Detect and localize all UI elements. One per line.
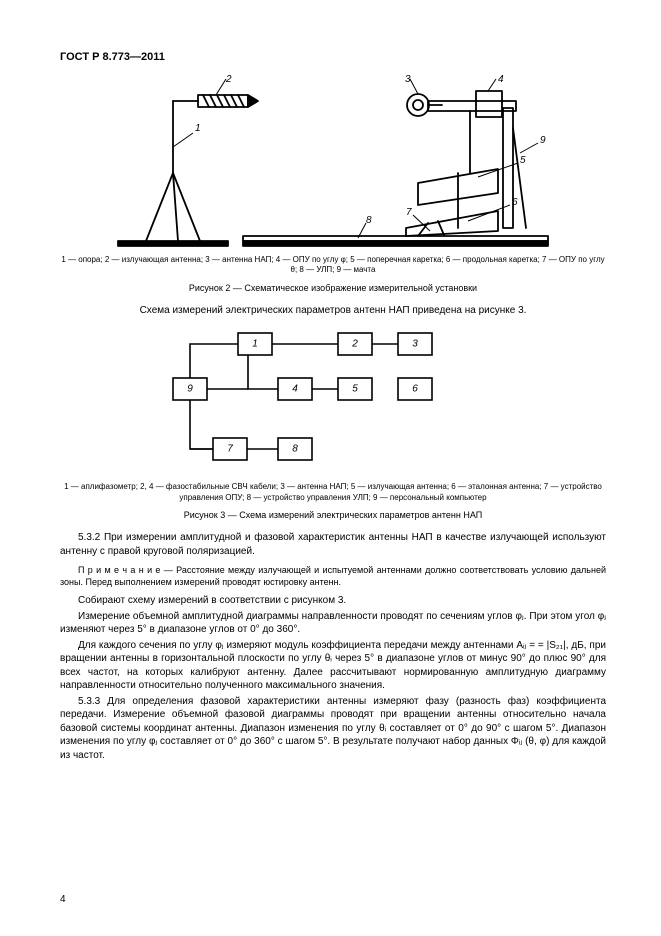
note: П р и м е ч а н и е — Расстояние между и… [60,564,606,588]
figure-3-intro: Схема измерений электрических параметров… [60,304,606,318]
fig2-label-5: 5 [520,155,526,166]
svg-text:3: 3 [412,339,418,350]
para-5-3-3: 5.3.3 Для определения фазовой характерис… [60,695,606,763]
figure-2: 1 2 3 4 5 6 7 8 9 [98,73,568,251]
svg-text:1: 1 [252,339,258,350]
figure-2-caption: Рисунок 2 — Схематическое изображение из… [60,282,606,294]
svg-text:9: 9 [187,384,193,395]
para-b: Измерение объемной амплитудной диаграммы… [60,610,606,637]
svg-text:2: 2 [351,339,358,350]
page-number: 4 [60,893,66,907]
fig2-label-3: 3 [405,74,411,85]
svg-text:8: 8 [292,444,298,455]
svg-text:6: 6 [412,384,418,395]
fig2-label-8: 8 [366,215,372,226]
fig2-label-7: 7 [406,207,412,218]
fig2-label-1: 1 [195,123,201,134]
doc-header: ГОСТ Р 8.773—2011 [60,50,606,65]
figure-3-caption: Рисунок 3 — Схема измерений электрически… [60,509,606,521]
figure-3-legend: 1 — аплифазометр; 2, 4 — фазостабильные … [60,482,606,503]
page: ГОСТ Р 8.773—2011 [0,0,661,936]
svg-text:5: 5 [352,384,358,395]
fig2-label-2: 2 [225,74,232,85]
svg-text:4: 4 [292,384,298,395]
fig2-label-9: 9 [540,135,546,146]
fig2-label-4: 4 [498,74,504,85]
fig2-label-6: 6 [512,197,518,208]
figure-2-legend: 1 — опора; 2 — излучающая антенна; 3 — а… [60,255,606,276]
figure-3: 1 2 3 4 5 6 7 8 9 [103,323,563,478]
svg-text:7: 7 [227,444,233,455]
para-c: Для каждого сечения по углу φⱼ измеряют … [60,639,606,693]
para-5-3-2: 5.3.2 При измерении амплитудной и фазово… [60,531,606,558]
para-a: Собирают схему измерений в соответствии … [60,594,606,608]
